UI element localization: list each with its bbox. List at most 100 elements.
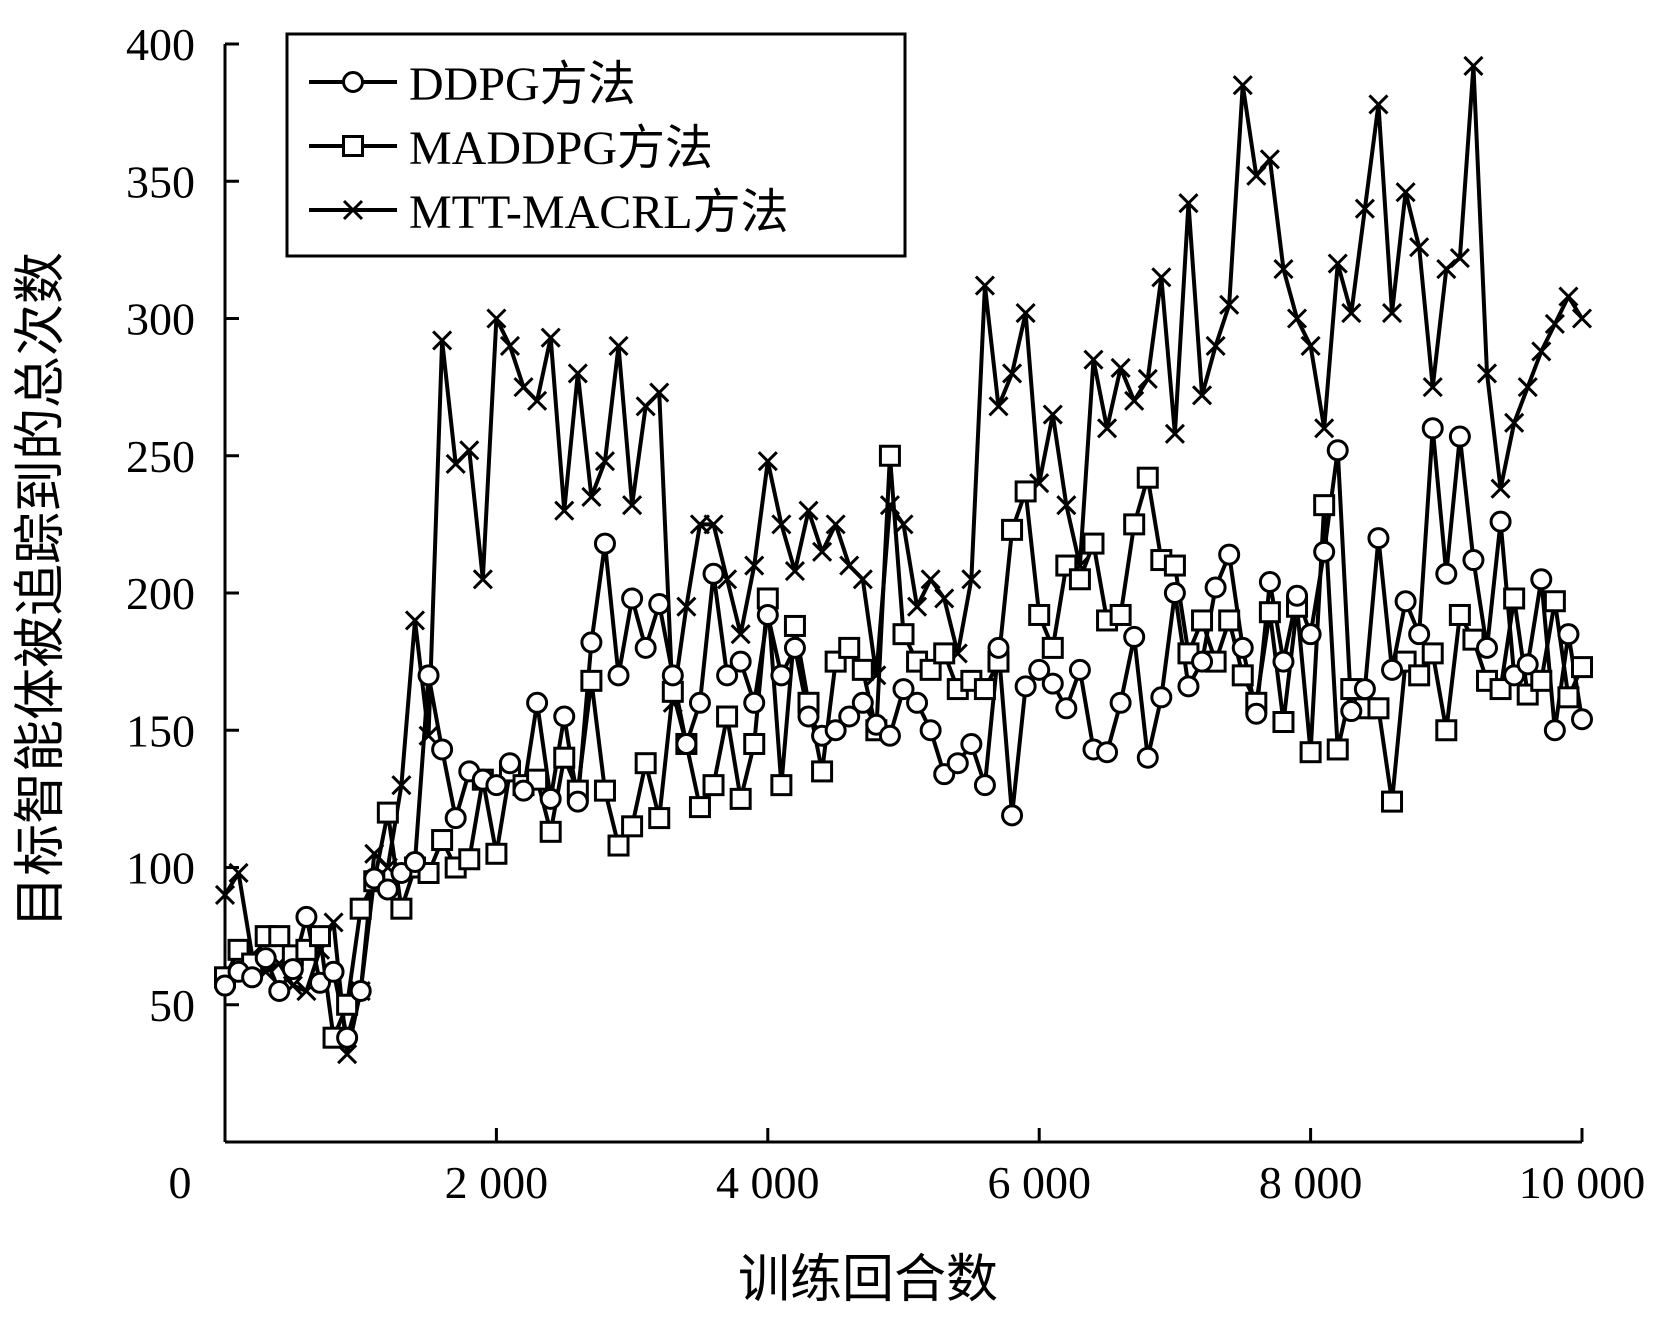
- marker-stroke: [1476, 363, 1498, 384]
- marker-stroke: [1083, 349, 1104, 370]
- data-point-cross: [594, 451, 616, 472]
- marker-stroke: [1531, 341, 1552, 362]
- data-point-cross: [1300, 335, 1321, 357]
- axis-ticks: 0 2 000 4 000 6 000 8 000 10 000 50 100 150 200 25…: [126, 19, 1645, 1208]
- data-point-circle: [376, 878, 399, 901]
- marker-stroke: [1354, 198, 1375, 219]
- data-point-square: [1326, 738, 1349, 761]
- data-point-circle: [1272, 650, 1295, 673]
- legend-marker-cross: [342, 199, 364, 221]
- marker-stroke: [934, 588, 955, 609]
- data-point-circle: [1150, 686, 1173, 709]
- data-point-cross: [974, 275, 995, 296]
- marker-stroke: [1110, 357, 1131, 378]
- data-point-circle: [919, 719, 942, 742]
- data-point-cross: [1205, 335, 1226, 357]
- data-point-square: [1041, 636, 1064, 659]
- data-point-circle: [1028, 658, 1051, 681]
- data-point-circle: [892, 678, 915, 701]
- data-point-circle: [648, 592, 671, 615]
- x-tick-label: 2 000: [445, 1157, 549, 1208]
- data-point-circle: [1299, 623, 1322, 646]
- data-point-circle: [539, 787, 562, 810]
- data-point-circle: [1448, 425, 1471, 448]
- data-point-cross: [1449, 248, 1470, 269]
- marker-stroke: [1341, 302, 1362, 324]
- data-point-circle: [1516, 653, 1539, 676]
- data-point-circle: [960, 732, 983, 755]
- marker-stroke: [866, 665, 887, 686]
- data-point-cross: [1286, 308, 1308, 329]
- data-point-cross: [676, 596, 697, 617]
- data-point-square: [1123, 513, 1146, 536]
- marker-stroke: [1517, 377, 1538, 398]
- data-point-cross: [1436, 259, 1457, 280]
- marker-stroke: [1232, 75, 1253, 96]
- marker-stroke: [418, 725, 439, 746]
- marker-stroke: [1137, 368, 1158, 389]
- marker-stroke: [1571, 308, 1593, 329]
- data-point-cross: [499, 335, 521, 357]
- data-point-circle: [403, 851, 426, 874]
- data-point-circle: [553, 705, 576, 728]
- data-point-circle: [1313, 540, 1336, 563]
- marker-stroke: [342, 199, 364, 221]
- markers-group: [214, 55, 1593, 1065]
- data-point-square: [485, 842, 508, 865]
- data-point-circle: [1204, 576, 1227, 599]
- data-point-square: [878, 444, 901, 467]
- data-point-circle: [716, 664, 739, 687]
- data-point-cross: [1314, 418, 1335, 439]
- marker-stroke: [499, 335, 521, 357]
- marker-stroke: [1124, 390, 1145, 411]
- data-point-square: [973, 678, 996, 701]
- data-point-circle: [1394, 590, 1417, 613]
- marker-stroke: [214, 884, 236, 906]
- data-point-cross: [852, 569, 873, 590]
- data-point-circle: [946, 752, 969, 775]
- data-point-square: [553, 746, 576, 769]
- legend-label: MTT-MACRL方法: [409, 186, 789, 239]
- marker-stroke: [798, 500, 819, 521]
- data-point-cross: [1517, 377, 1538, 398]
- marker-stroke: [920, 569, 941, 590]
- data-point-cross: [784, 560, 806, 582]
- legend-label: MADDPG方法: [409, 122, 713, 175]
- data-point-circle: [349, 980, 372, 1003]
- data-point-square: [1014, 480, 1037, 503]
- marker-stroke: [1436, 259, 1457, 280]
- y-axis-title: 目标智能体被追踪到的总次数: [13, 252, 70, 928]
- marker-stroke: [812, 541, 833, 562]
- data-point-cross: [1015, 302, 1036, 324]
- marker-stroke: [364, 843, 385, 864]
- data-point-square: [593, 779, 616, 802]
- marker-stroke: [1300, 335, 1321, 357]
- data-point-square: [580, 669, 603, 692]
- data-point-cross: [1463, 55, 1484, 77]
- data-point-cross: [1368, 94, 1389, 115]
- data-point-circle: [1096, 741, 1119, 764]
- data-point-square: [621, 815, 644, 838]
- data-point-circle: [322, 960, 345, 983]
- marker-stroke: [839, 555, 860, 576]
- marker-stroke: [1151, 267, 1172, 288]
- data-point-cross: [540, 327, 561, 348]
- data-point-circle: [1489, 510, 1512, 533]
- data-point-square: [688, 796, 711, 819]
- marker-stroke: [1015, 302, 1036, 324]
- data-point-circle: [1163, 582, 1186, 604]
- data-point-circle: [485, 774, 508, 797]
- marker-stroke: [771, 514, 792, 535]
- data-point-cross: [1219, 294, 1240, 315]
- marker-stroke: [907, 596, 928, 617]
- data-point-circle: [729, 650, 752, 673]
- data-point-circle: [797, 705, 820, 728]
- data-point-cross: [608, 335, 629, 357]
- data-point-square: [1557, 686, 1580, 709]
- data-point-cross: [1341, 302, 1362, 324]
- y-tick-label: 300: [126, 294, 195, 345]
- data-point-circle: [661, 664, 684, 687]
- legend-marker-square: [342, 135, 364, 157]
- data-point-circle: [1245, 702, 1268, 725]
- marker-stroke: [1096, 418, 1118, 439]
